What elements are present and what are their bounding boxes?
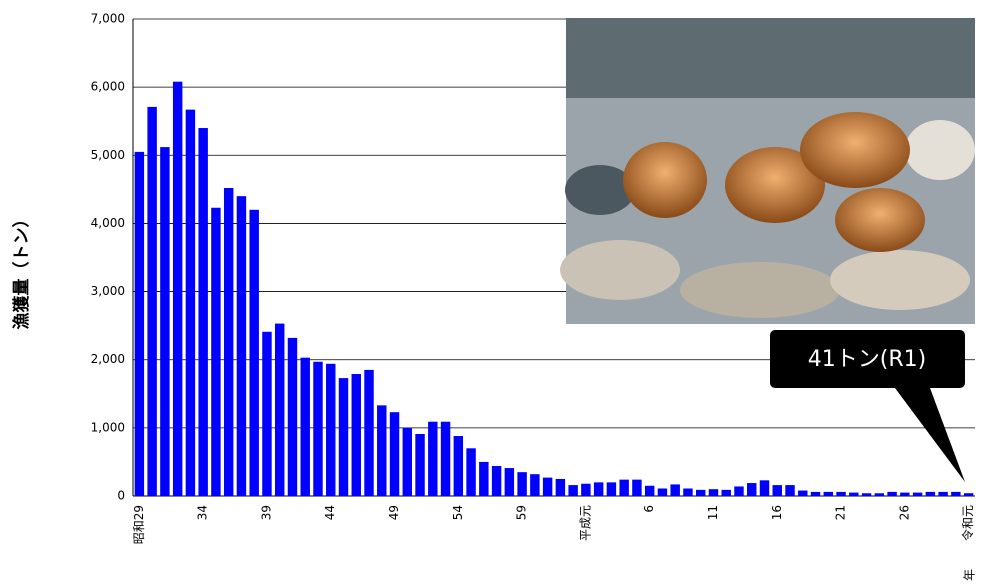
y-tick-label: 2,000 xyxy=(91,352,125,366)
bar xyxy=(849,492,859,496)
bar xyxy=(747,483,757,496)
y-tick-label: 5,000 xyxy=(91,148,125,162)
bar xyxy=(721,489,731,496)
bar xyxy=(530,474,540,496)
bar xyxy=(300,357,310,496)
x-tick-label: 令和元 xyxy=(960,505,975,541)
x-tick-label: 昭和29 xyxy=(132,505,146,544)
bar xyxy=(402,427,413,496)
x-tick-label: 21 xyxy=(834,505,848,520)
bar xyxy=(364,369,374,496)
y-tick-label: 3,000 xyxy=(91,284,125,298)
bar xyxy=(517,472,527,496)
bar xyxy=(657,488,668,496)
bar xyxy=(900,492,910,496)
x-tick-label: 44 xyxy=(323,505,337,520)
annotation: 41トン(R1) xyxy=(808,347,926,372)
x-tick-label: 16 xyxy=(770,505,784,520)
bar xyxy=(211,207,221,496)
bar xyxy=(798,490,808,496)
bar xyxy=(440,421,451,496)
bar xyxy=(836,491,846,496)
x-tick-label: 6 xyxy=(642,505,656,513)
x-tick-label: 平成元 xyxy=(578,505,592,541)
bar xyxy=(632,479,642,496)
bar xyxy=(963,493,974,496)
bar xyxy=(249,209,259,497)
bar xyxy=(938,491,948,496)
bar xyxy=(313,361,323,496)
bar xyxy=(466,448,476,496)
bar xyxy=(925,491,936,496)
bar xyxy=(772,485,782,496)
plot-area: 0 1,000 2,000 3,000 4,000 5,000 6,000 7,000 昭和29… xyxy=(91,12,975,545)
bar xyxy=(326,363,336,496)
bar xyxy=(172,81,183,496)
x-tick-label: 11 xyxy=(706,505,720,520)
bar xyxy=(861,493,872,496)
x-tick-label: 26 xyxy=(897,505,911,520)
callout: 41トン(R1) xyxy=(770,330,965,482)
x-tick-label: 59 xyxy=(515,505,529,520)
bar xyxy=(542,477,553,496)
bar xyxy=(951,491,961,496)
bar xyxy=(185,109,196,496)
bar xyxy=(619,479,629,496)
bar xyxy=(453,436,464,496)
bar xyxy=(887,491,897,496)
bar xyxy=(568,485,578,496)
bar xyxy=(274,323,285,496)
bar xyxy=(338,378,349,496)
bar xyxy=(236,196,247,496)
bar xyxy=(134,151,145,496)
bar xyxy=(683,488,693,496)
bar xyxy=(708,489,719,496)
x-tick-label: 49 xyxy=(387,505,401,520)
bar xyxy=(695,489,706,496)
bar xyxy=(223,187,234,496)
photo xyxy=(560,18,975,324)
bar xyxy=(912,492,923,496)
x-unit: 年 xyxy=(963,569,977,581)
bar xyxy=(874,493,885,496)
bar xyxy=(415,433,425,496)
y-tick-label: 1,000 xyxy=(91,420,125,434)
bar xyxy=(670,484,680,496)
y-tick-label: 4,000 xyxy=(91,216,125,230)
bar xyxy=(581,483,591,496)
bar xyxy=(198,128,208,496)
bar xyxy=(491,466,502,496)
bar xyxy=(823,491,834,496)
bar xyxy=(644,485,655,496)
bar xyxy=(606,482,617,496)
x-tick-label: 39 xyxy=(259,505,273,520)
x-tick-label: 54 xyxy=(451,505,465,520)
bar xyxy=(351,374,361,496)
bar xyxy=(504,468,515,496)
bar xyxy=(810,491,821,496)
bar xyxy=(428,421,438,496)
bar xyxy=(479,461,489,496)
bar xyxy=(389,412,400,496)
bar xyxy=(734,486,744,496)
y-tick-label: 6,000 xyxy=(91,80,125,94)
bar xyxy=(262,331,272,496)
bar xyxy=(593,482,604,496)
bar xyxy=(555,478,566,496)
y-axis-label: 漁獲量（トン） xyxy=(11,211,32,330)
bar xyxy=(287,337,298,496)
y-tick-label: 7,000 xyxy=(91,12,125,26)
y-tick-label: 0 xyxy=(117,489,125,503)
bar xyxy=(377,405,387,496)
x-tick-label: 34 xyxy=(196,505,210,520)
bar xyxy=(160,147,170,496)
bar xyxy=(147,106,157,496)
bar xyxy=(759,480,770,496)
bar xyxy=(785,485,795,496)
